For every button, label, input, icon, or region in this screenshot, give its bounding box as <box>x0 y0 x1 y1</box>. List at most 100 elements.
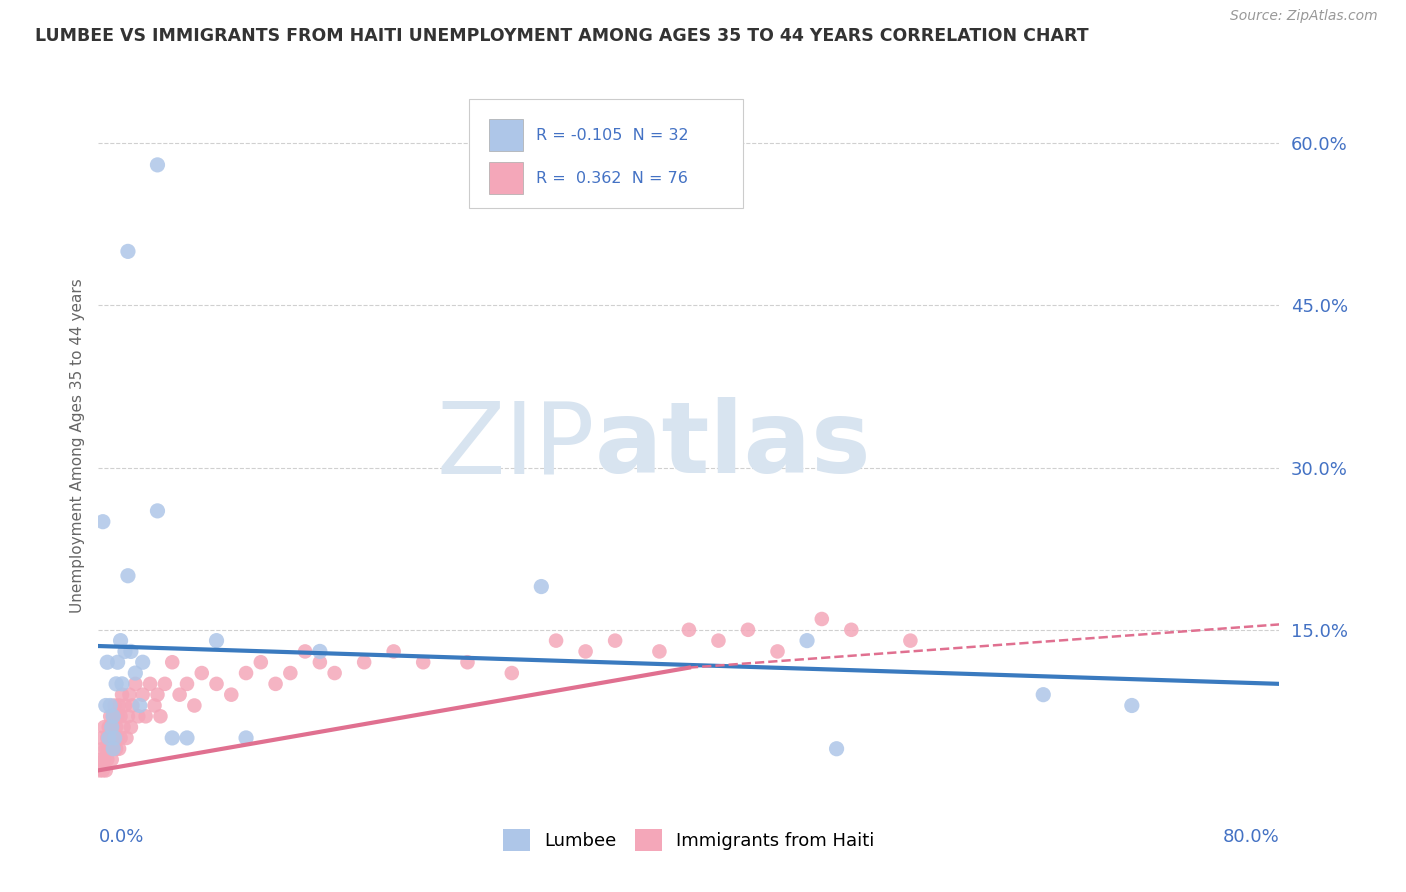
Point <box>117 568 139 582</box>
Point <box>100 720 122 734</box>
Point <box>117 244 139 259</box>
Point <box>98 709 121 723</box>
Point <box>605 633 627 648</box>
Point <box>900 633 922 648</box>
Text: ZIP: ZIP <box>436 398 595 494</box>
Point <box>501 666 523 681</box>
Point <box>191 666 214 681</box>
Point <box>110 633 132 648</box>
Point <box>796 633 818 648</box>
Point <box>139 677 162 691</box>
Point <box>100 720 122 734</box>
Point <box>810 612 832 626</box>
Point <box>94 698 117 713</box>
Point <box>96 753 118 767</box>
Text: 0.0%: 0.0% <box>98 828 143 846</box>
Point <box>294 644 316 658</box>
Point <box>457 655 479 669</box>
Point <box>235 731 257 745</box>
Point <box>205 633 228 648</box>
Point <box>841 623 863 637</box>
Point <box>90 731 112 745</box>
Point <box>132 688 155 702</box>
Point <box>132 655 155 669</box>
Point <box>143 698 166 713</box>
Point <box>104 698 127 713</box>
Text: atlas: atlas <box>595 398 872 494</box>
Point <box>149 709 172 723</box>
Point <box>105 741 128 756</box>
Point <box>546 633 568 648</box>
Point <box>323 666 346 681</box>
Point <box>108 698 131 713</box>
Point <box>107 655 129 669</box>
Point <box>120 644 142 658</box>
Text: R = -0.105  N = 32: R = -0.105 N = 32 <box>536 128 689 143</box>
Point <box>103 709 125 723</box>
Point <box>98 698 121 713</box>
Point <box>648 644 671 658</box>
Point <box>280 666 302 681</box>
Point <box>107 731 129 745</box>
Point <box>104 731 127 745</box>
Point <box>176 731 198 745</box>
Point <box>146 158 169 172</box>
Point <box>124 677 146 691</box>
Point <box>135 709 157 723</box>
Point <box>98 731 121 745</box>
Point <box>707 633 730 648</box>
Point <box>309 644 332 658</box>
Point <box>530 580 553 594</box>
Point <box>309 655 332 669</box>
Point <box>146 504 169 518</box>
Point <box>221 688 243 702</box>
Point <box>97 720 120 734</box>
Y-axis label: Unemployment Among Ages 35 to 44 years: Unemployment Among Ages 35 to 44 years <box>69 278 84 614</box>
Point <box>91 741 114 756</box>
Point <box>120 720 142 734</box>
Point <box>353 655 375 669</box>
Point <box>110 709 132 723</box>
Point <box>678 623 700 637</box>
Point <box>111 677 134 691</box>
Text: 80.0%: 80.0% <box>1223 828 1279 846</box>
Point <box>105 720 128 734</box>
Point <box>90 753 112 767</box>
Point <box>250 655 273 669</box>
Point <box>111 688 134 702</box>
Point <box>112 720 135 734</box>
Point <box>153 677 176 691</box>
Text: R =  0.362  N = 76: R = 0.362 N = 76 <box>536 171 688 186</box>
Point <box>176 677 198 691</box>
Point <box>107 709 129 723</box>
Point <box>110 731 132 745</box>
Point <box>108 741 131 756</box>
Point <box>825 741 848 756</box>
Point <box>124 666 146 681</box>
Point <box>118 688 141 702</box>
Point <box>89 764 111 778</box>
Point <box>737 623 759 637</box>
Point <box>146 688 169 702</box>
Point <box>96 655 118 669</box>
Point <box>97 741 120 756</box>
Point <box>93 753 115 767</box>
Point <box>766 644 789 658</box>
Point <box>128 698 150 713</box>
Point <box>100 753 122 767</box>
Point <box>235 666 257 681</box>
Point <box>162 731 183 745</box>
Point <box>93 720 115 734</box>
Point <box>94 764 117 778</box>
Point <box>575 644 598 658</box>
Point <box>1032 688 1054 702</box>
Point <box>121 698 143 713</box>
Point <box>264 677 287 691</box>
Point <box>96 731 118 745</box>
Point <box>115 731 138 745</box>
Point <box>103 741 125 756</box>
Point <box>103 709 125 723</box>
Point <box>412 655 434 669</box>
Point <box>91 515 114 529</box>
Point <box>169 688 191 702</box>
